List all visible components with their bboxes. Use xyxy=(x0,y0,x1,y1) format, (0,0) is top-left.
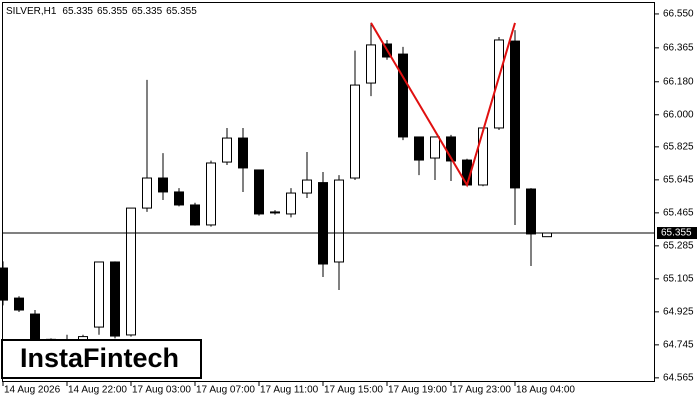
current-price-label: 65.355 xyxy=(661,228,692,239)
chart-header: SILVER,H1 65.335 65.355 65.335 65.355 xyxy=(6,6,197,17)
y-tick-label: 65.285 xyxy=(663,240,694,251)
y-tick-label: 65.465 xyxy=(663,207,694,218)
x-tick-label: 14 Aug 2026 xyxy=(4,385,61,396)
candle-body xyxy=(190,204,200,226)
candle-body xyxy=(206,162,216,226)
y-tick-label: 64.925 xyxy=(663,306,694,317)
candle-body xyxy=(430,136,440,159)
y-tick-label: 64.745 xyxy=(663,339,694,350)
candle-body xyxy=(398,53,408,138)
candle-body xyxy=(414,136,424,161)
y-tick-label: 66.180 xyxy=(663,76,694,87)
y-tick-label: 65.645 xyxy=(663,174,694,185)
candle-body xyxy=(174,191,184,206)
plot-frame xyxy=(2,2,655,382)
candle-body xyxy=(510,40,520,189)
candle-body xyxy=(270,211,280,214)
candle-body xyxy=(238,137,248,169)
x-tick-label: 17 Aug 19:00 xyxy=(388,385,447,396)
y-tick-label: 65.825 xyxy=(663,141,694,152)
current-price-box xyxy=(657,227,697,240)
candle-body xyxy=(126,207,136,336)
watermark-box xyxy=(1,339,202,379)
symbol: SILVER,H1 xyxy=(6,6,57,17)
y-tick-label: 66.550 xyxy=(663,9,694,20)
header-close: 65.355 xyxy=(166,6,197,17)
x-tick-label: 17 Aug 03:00 xyxy=(132,385,191,396)
watermark: InstaFintech xyxy=(20,343,179,373)
y-tick-label: 64.565 xyxy=(663,372,694,383)
y-tick-label: 66.365 xyxy=(663,42,694,53)
pattern-line xyxy=(370,22,516,188)
candle-body xyxy=(494,39,504,129)
candle-body xyxy=(526,188,536,235)
candle-body xyxy=(478,127,488,186)
x-tick-label: 17 Aug 11:00 xyxy=(260,385,319,396)
candle-body xyxy=(542,232,552,238)
candle-body xyxy=(94,261,104,328)
candle-body xyxy=(110,261,120,337)
y-tick-label: 66.000 xyxy=(663,109,694,120)
x-tick-label: 14 Aug 22:00 xyxy=(68,385,127,396)
candle-body xyxy=(302,179,312,194)
candles xyxy=(0,22,552,354)
candle-body xyxy=(254,169,264,215)
candle-body xyxy=(0,267,8,301)
header-high: 65.355 xyxy=(97,6,128,17)
candle-body xyxy=(366,44,376,84)
x-tick-label: 18 Aug 04:00 xyxy=(516,385,575,396)
x-tick-label: 17 Aug 07:00 xyxy=(196,385,255,396)
candle-body xyxy=(222,137,232,163)
candle-body xyxy=(30,313,40,341)
candle-body xyxy=(142,177,152,209)
header-low: 65.335 xyxy=(132,6,163,17)
candle-body xyxy=(334,179,344,263)
candle-body xyxy=(14,297,24,311)
candle-body xyxy=(158,177,168,193)
header-open: 65.335 xyxy=(62,6,93,17)
candle-body xyxy=(286,192,296,215)
y-tick-label: 65.105 xyxy=(663,273,694,284)
x-tick-label: 17 Aug 15:00 xyxy=(324,385,383,396)
candle-body xyxy=(318,182,328,265)
candle-body xyxy=(350,84,360,179)
x-tick-label: 17 Aug 23:00 xyxy=(452,385,511,396)
